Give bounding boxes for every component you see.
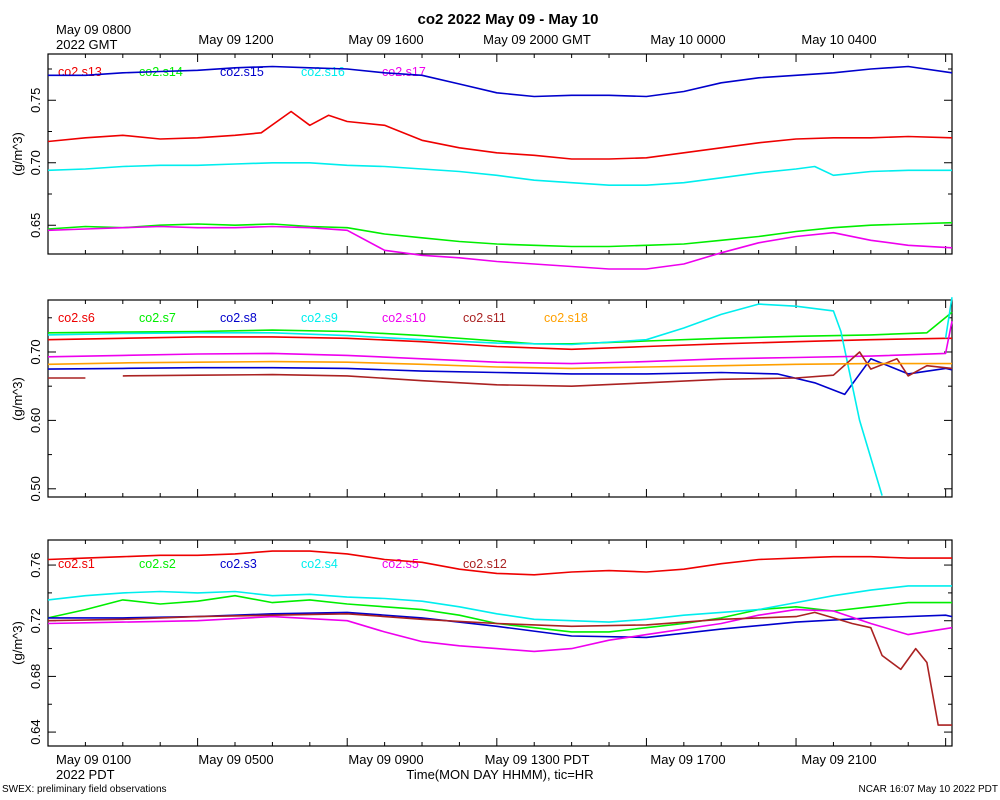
- x-axis-title: Time(MON DAY HHMM), tic=HR: [406, 767, 593, 782]
- bottom-axis-tick-label: May 09 1700: [650, 752, 725, 767]
- panel-1-ylabel: (g/m^3): [10, 132, 25, 176]
- series-line-co2-s14: [47, 221, 953, 248]
- series-line-co2-s12: [47, 611, 952, 726]
- bottom-axis-first-label: May 09 0100: [56, 752, 131, 767]
- legend-co2-s1: co2.s1: [58, 557, 95, 571]
- footer-left-note: SWEX: preliminary field observations: [2, 784, 167, 795]
- panel-3-frame: [47, 539, 953, 747]
- legend-co2-s11: co2.s11: [463, 311, 506, 325]
- footer-right-note: NCAR 16:07 May 10 2022 PDT: [858, 784, 998, 795]
- panel-2-frame: [47, 299, 953, 498]
- legend-co2-s12: co2.s12: [463, 557, 507, 571]
- legend-co2-s17: co2.s17: [382, 65, 426, 79]
- chart-title: co2 2022 May 09 - May 10: [418, 11, 599, 28]
- legend-co2-s10: co2.s10: [382, 311, 426, 325]
- series-line-co2-s15: [48, 65, 953, 98]
- panel-1-ytick-label: 0.70: [28, 150, 43, 175]
- series-line-co2-s3: [48, 611, 953, 639]
- panel-3-ytick-label: 0.64: [28, 719, 43, 744]
- bottom-axis-tick-label: May 09 0500: [198, 752, 273, 767]
- panel-1-frame: [47, 53, 953, 255]
- legend-co2-s3: co2.s3: [220, 557, 257, 571]
- panel-1-ytick-label: 0.75: [28, 88, 43, 113]
- top-axis-tick-label: May 09 1600: [348, 32, 423, 47]
- bottom-axis-tick-label: May 09 0900: [348, 752, 423, 767]
- legend-co2-s13: co2.s13: [58, 65, 102, 79]
- panel-2-ylabel: (g/m^3): [10, 377, 25, 421]
- series-line-co2-s17: [47, 225, 953, 270]
- series-line-co2-s11: [48, 351, 953, 387]
- panel-2-ytick-label: 0.60: [28, 408, 43, 433]
- bottom-axis-tz-label: 2022 PDT: [56, 767, 115, 782]
- series-line-co2-s4: [47, 585, 952, 623]
- legend-co2-s18: co2.s18: [544, 311, 588, 325]
- top-axis-tick-label: May 10 0400: [801, 32, 876, 47]
- panel-3-ytick-label: 0.68: [28, 664, 43, 689]
- top-axis-tick-label: May 09 1200: [198, 32, 273, 47]
- panel-3-ytick-label: 0.76: [28, 552, 43, 577]
- top-axis-first-label-line1: May 09 0800: [56, 22, 131, 37]
- legend-co2-s4: co2.s4: [301, 557, 338, 571]
- panel-2-ytick-label: 0.50: [28, 476, 43, 501]
- bottom-axis-tick-label: May 09 1300 PDT: [485, 752, 590, 767]
- legend-co2-s2: co2.s2: [139, 557, 176, 571]
- panel-3-ytick-label: 0.72: [28, 608, 43, 633]
- top-axis-first-label-line2: 2022 GMT: [56, 37, 117, 52]
- panel-1-ytick-label: 0.65: [28, 213, 43, 238]
- top-axis-tick-label: May 09 2000 GMT: [483, 32, 591, 47]
- series-line-co2-s9: [47, 297, 953, 496]
- series-line-co2-s6: [47, 336, 952, 351]
- bottom-axis-tick-label: May 09 2100: [801, 752, 876, 767]
- series-line-co2-s13: [47, 110, 953, 160]
- legend-co2-s6: co2.s6: [58, 311, 95, 325]
- top-axis-tick-label: May 10 0000: [650, 32, 725, 47]
- series-line-co2-s1: [47, 550, 952, 576]
- series-line-co2-s18: [47, 360, 952, 370]
- legend-co2-s7: co2.s7: [139, 311, 176, 325]
- series-line-co2-s10: [47, 321, 953, 365]
- panel-3-ylabel: (g/m^3): [10, 621, 25, 665]
- legend-co2-s8: co2.s8: [220, 311, 257, 325]
- panel-2-ytick-label: 0.70: [28, 339, 43, 364]
- legend-co2-s9: co2.s9: [301, 311, 338, 325]
- series-line-co2-s5: [47, 608, 953, 653]
- series-line-co2-s16: [47, 162, 952, 186]
